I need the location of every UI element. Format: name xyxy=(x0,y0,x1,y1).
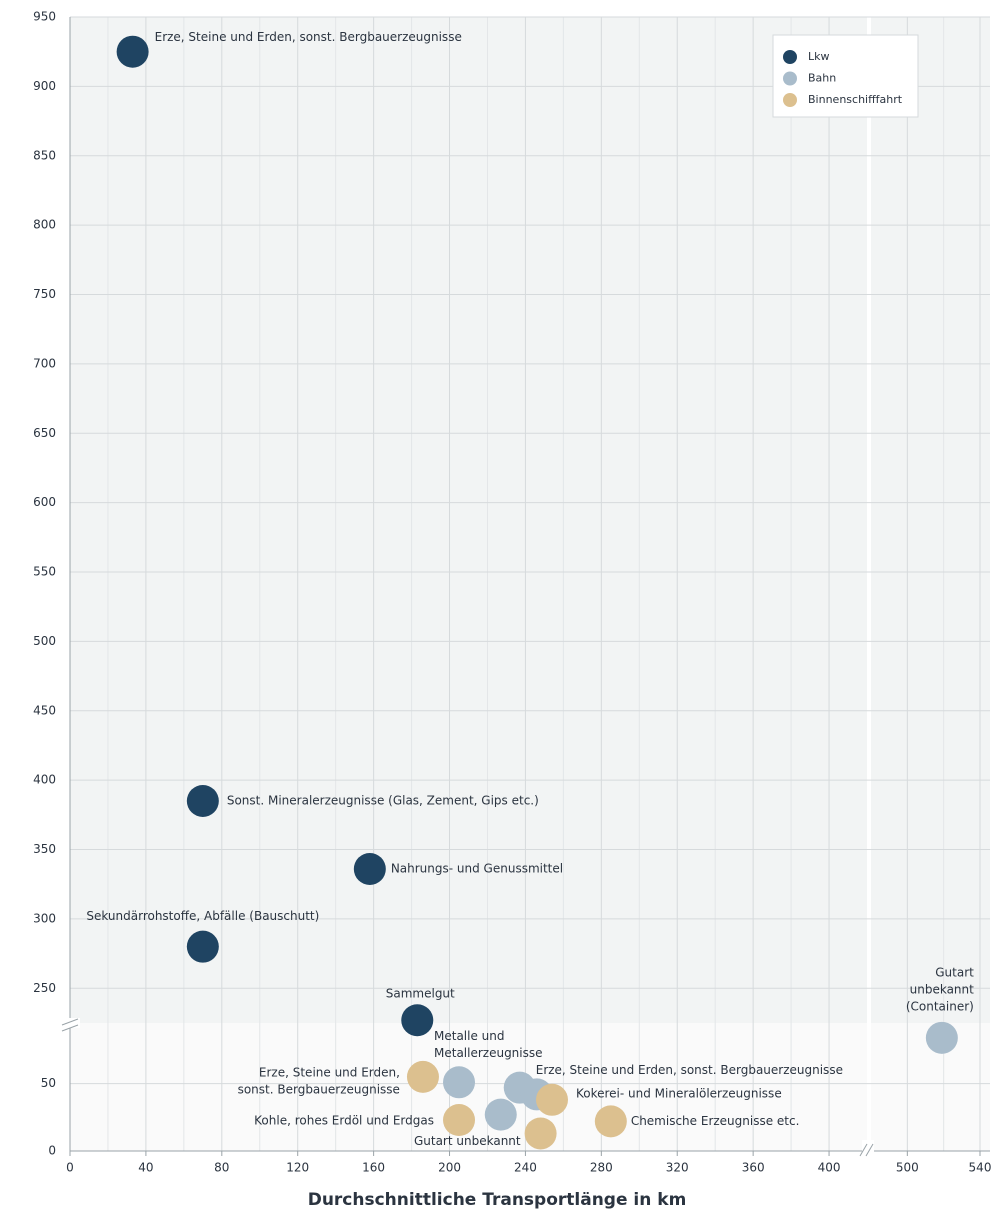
y-tick-label: 250 xyxy=(33,981,56,995)
point xyxy=(406,1060,439,1093)
point-label: Gutart xyxy=(935,965,974,979)
legend-swatch xyxy=(783,71,797,86)
y-tick-label: 750 xyxy=(33,287,56,301)
point xyxy=(443,1104,476,1137)
legend-box xyxy=(772,34,919,118)
plot-upper-bg-right xyxy=(871,17,990,1023)
point-label: Metallerzeugnisse xyxy=(434,1046,543,1060)
x-tick-label: 360 xyxy=(742,1161,765,1175)
point xyxy=(353,852,386,885)
y-tick-label: 850 xyxy=(33,148,56,162)
legend-label: Bahn xyxy=(808,72,836,85)
point-label: Sammelgut xyxy=(386,987,455,1001)
legend-label: Lkw xyxy=(808,50,830,63)
x-tick-label: 0 xyxy=(66,1161,74,1175)
point xyxy=(524,1117,557,1150)
y-tick-label: 700 xyxy=(33,356,56,370)
point xyxy=(401,1004,434,1037)
point-label: Chemische Erzeugnisse etc. xyxy=(631,1114,800,1128)
y-tick-label: 550 xyxy=(33,565,56,579)
legend-label: Binnenschifffahrt xyxy=(808,93,903,106)
y-tick-label: 650 xyxy=(33,426,56,440)
point-label: Kohle, rohes Erdöl und Erdgas xyxy=(254,1114,434,1128)
y-tick-label: 600 xyxy=(33,495,56,509)
point xyxy=(484,1098,517,1131)
point-label: Erze, Steine und Erden, sonst. Bergbauer… xyxy=(155,30,462,44)
y-tick-label: 300 xyxy=(33,911,56,925)
x-tick-label: 120 xyxy=(286,1161,309,1175)
point xyxy=(186,930,219,963)
point-label: unbekannt xyxy=(910,982,975,996)
y-tick-label: 800 xyxy=(33,218,56,232)
point-label: Kokerei- und Mineralölerzeugnisse xyxy=(576,1086,782,1100)
point-label: Metalle und xyxy=(434,1029,505,1043)
x-axis-label: Durchschnittliche Transportlänge in km xyxy=(308,1190,687,1210)
point-label: (Container) xyxy=(906,999,974,1013)
y-break xyxy=(60,1018,80,1032)
point-label: Erze, Steine und Erden, xyxy=(259,1065,400,1079)
point xyxy=(443,1066,476,1099)
x-tick-label: 40 xyxy=(138,1161,153,1175)
x-tick-label: 400 xyxy=(818,1161,841,1175)
point xyxy=(594,1105,627,1138)
point-label: sonst. Bergbauerzeugnisse xyxy=(238,1082,400,1096)
point xyxy=(116,35,149,68)
y-tick-label: 350 xyxy=(33,842,56,856)
point-label: Sonst. Mineralerzeugnisse (Glas, Zement,… xyxy=(227,793,539,807)
x-tick-label: 320 xyxy=(666,1161,689,1175)
marks xyxy=(116,35,958,1150)
point-label: Nahrungs- und Genussmittel xyxy=(391,861,563,875)
point xyxy=(925,1021,958,1054)
x-tick-label: 500 xyxy=(896,1161,919,1175)
legend-swatch xyxy=(783,93,797,107)
x-tick-label: 240 xyxy=(514,1161,537,1175)
point xyxy=(186,784,219,817)
y-tick-label: 500 xyxy=(33,634,56,648)
x-tick-label: 200 xyxy=(438,1161,461,1175)
point-label: Gutart unbekannt xyxy=(414,1134,521,1148)
y-tick-label: 0 xyxy=(48,1144,56,1158)
point-label: Sekundärrohstoffe, Abfälle (Bauschutt) xyxy=(86,909,319,923)
x-tick-label: 160 xyxy=(362,1161,385,1175)
y-tick-label: 950 xyxy=(33,10,56,24)
grid xyxy=(69,16,990,1152)
x-tick-label: 80 xyxy=(214,1161,229,1175)
plot-upper-bg xyxy=(70,17,867,1023)
y-tick-label: 900 xyxy=(33,79,56,93)
y-tick-label: 50 xyxy=(41,1076,56,1090)
x-break xyxy=(859,1140,874,1160)
point-label: Erze, Steine und Erden, sonst. Bergbauer… xyxy=(536,1063,843,1077)
x-tick-label: 280 xyxy=(590,1161,613,1175)
legend-swatch xyxy=(783,50,797,64)
y-tick-label: 450 xyxy=(33,703,56,717)
x-tick-label: 540 xyxy=(969,1161,992,1175)
y-tick-label: 400 xyxy=(33,773,56,787)
point xyxy=(535,1083,568,1116)
